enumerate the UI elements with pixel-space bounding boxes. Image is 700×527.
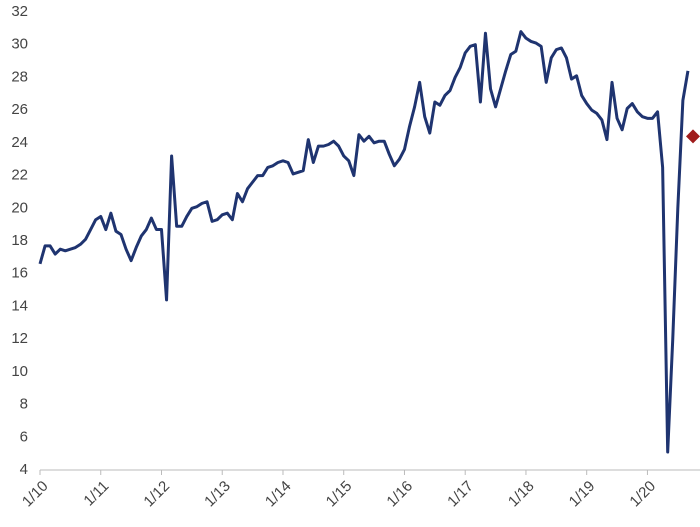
marker — [686, 129, 700, 144]
x-tick-label: 1/13 — [201, 478, 234, 511]
y-tick-label: 10 — [11, 363, 28, 380]
x-tick-label: 1/10 — [19, 478, 52, 511]
y-tick-label: 20 — [11, 199, 28, 216]
x-tick-label: 1/18 — [505, 478, 538, 511]
x-tick-label: 1/20 — [626, 478, 659, 511]
y-tick-label: 30 — [11, 36, 28, 53]
y-tick-label: 22 — [11, 167, 28, 184]
y-tick-label: 4 — [20, 461, 28, 478]
x-tick-label: 1/12 — [140, 478, 173, 511]
x-tick-label: 1/17 — [444, 478, 477, 511]
y-tick-label: 18 — [11, 232, 28, 249]
y-tick-label: 16 — [11, 265, 28, 282]
y-tick-label: 32 — [11, 3, 28, 20]
x-tick-label: 1/15 — [323, 478, 356, 511]
y-tick-label: 6 — [20, 428, 28, 445]
y-tick-label: 14 — [11, 297, 28, 314]
x-tick-label: 1/19 — [566, 478, 599, 511]
series-line — [38, 30, 690, 454]
y-tick-label: 12 — [11, 330, 28, 347]
y-tick-label: 28 — [11, 68, 28, 85]
x-tick-label: 1/11 — [80, 478, 112, 510]
x-tick-label: 1/16 — [383, 478, 416, 511]
y-tick-label: 24 — [11, 134, 28, 151]
y-tick-label: 8 — [20, 396, 28, 413]
y-tick-label: 26 — [11, 101, 28, 118]
x-tick-label: 1/14 — [262, 478, 295, 511]
